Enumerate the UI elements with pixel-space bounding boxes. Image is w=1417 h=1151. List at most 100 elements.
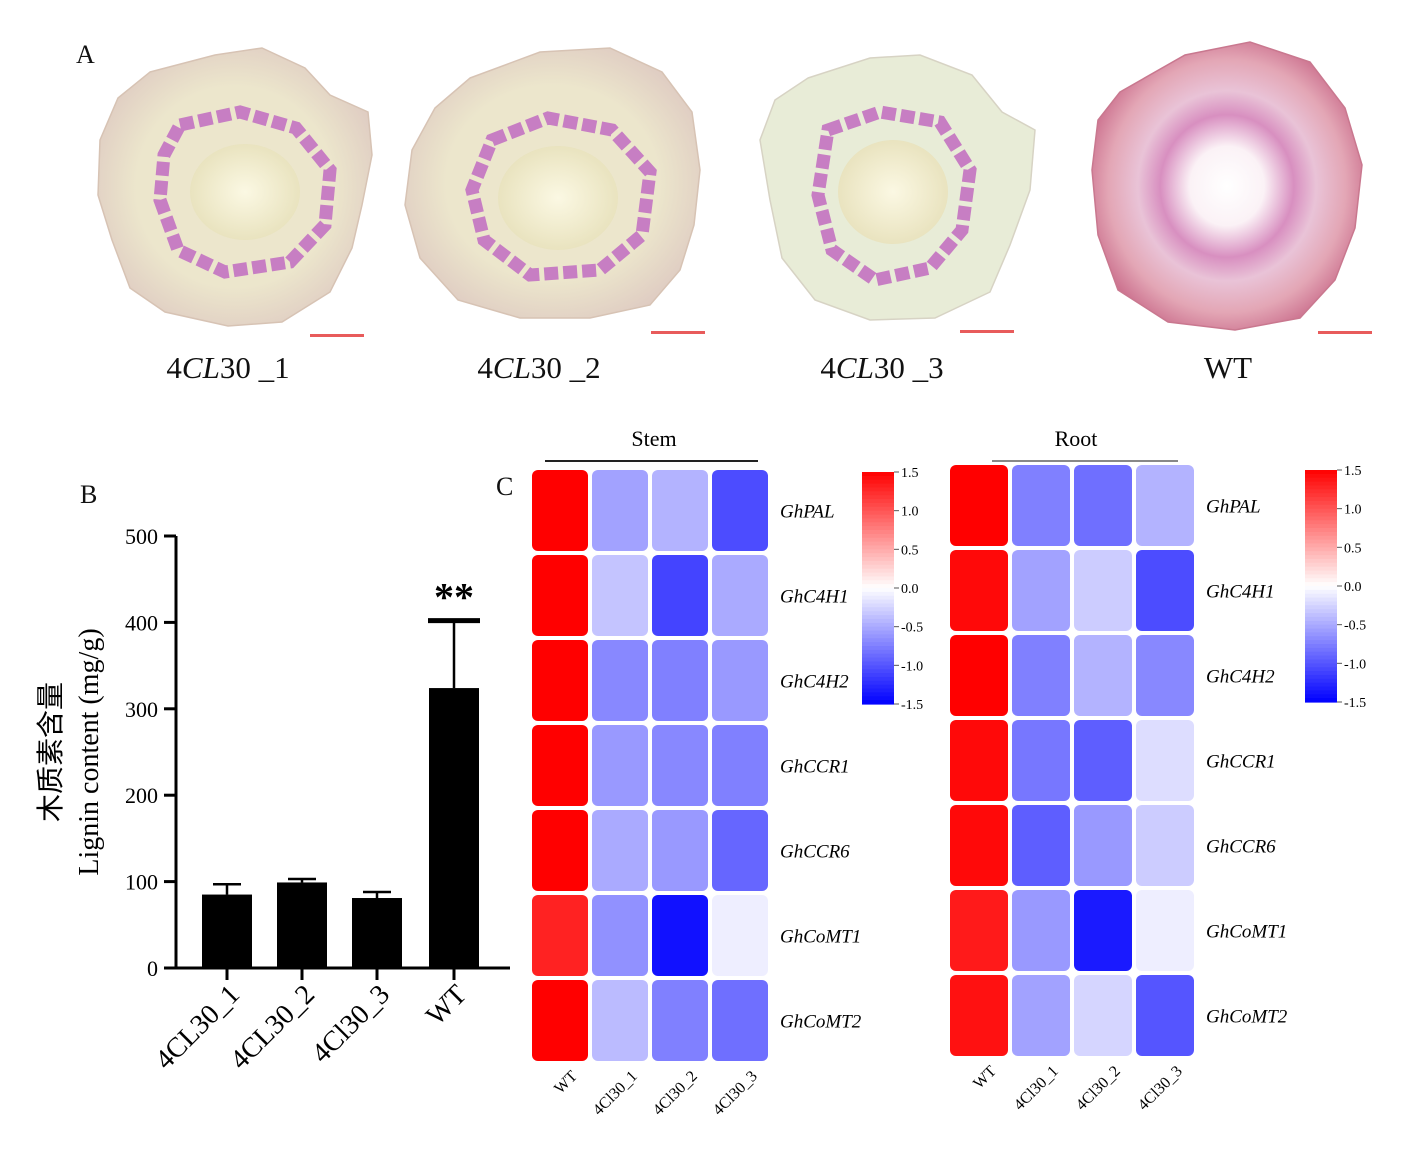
- heat-cell: [1136, 635, 1194, 716]
- scale-segment: [1305, 659, 1337, 664]
- heat-cell: [1136, 465, 1194, 546]
- row-label: GhC4H1: [1206, 582, 1275, 603]
- heat-cell: [652, 470, 708, 551]
- scale-segment: [1305, 470, 1337, 475]
- section-caption-1: 4CL30 _1: [128, 350, 328, 386]
- caption-prefix: 4: [166, 350, 182, 385]
- scale-segment: [1305, 489, 1337, 494]
- section-caption-3: 4CL30 _3: [782, 350, 982, 386]
- bar: [352, 898, 402, 968]
- scale-segment: [1305, 481, 1337, 487]
- scale-segment: [862, 649, 894, 655]
- scale-segment: [1305, 597, 1337, 603]
- scale-segment: [1305, 589, 1337, 595]
- scale-bar-1: [310, 334, 364, 337]
- y-tick-label: 0: [147, 956, 158, 981]
- scale-segment: [862, 506, 894, 512]
- scale-segment: [1305, 539, 1337, 545]
- heat-cell: [652, 725, 708, 806]
- scale-segment: [862, 553, 894, 558]
- heat-cell: [712, 810, 768, 891]
- scale-segment: [862, 680, 894, 686]
- heat-cell: [532, 810, 588, 891]
- heat-cell: [652, 555, 708, 636]
- heat-cell: [1012, 890, 1070, 971]
- heat-cell: [712, 640, 768, 721]
- heat-cell: [532, 895, 588, 976]
- heat-cell: [1074, 465, 1132, 546]
- y-axis-label-cn: 木质素含量: [35, 682, 67, 822]
- heat-cell: [1012, 550, 1070, 631]
- row-label: GhCCR1: [1206, 752, 1276, 773]
- heat-cell: [712, 555, 768, 636]
- heat-cell: [592, 895, 648, 976]
- section-wt: [1091, 41, 1363, 331]
- column-label: 4Cl30_1: [590, 1068, 641, 1119]
- scale-segment: [1305, 543, 1337, 548]
- scale-segment: [862, 518, 894, 523]
- scale-segment: [862, 642, 894, 647]
- scale-segment: [862, 576, 894, 581]
- bar: [429, 688, 479, 968]
- caption-suffix: 30 _1: [219, 350, 290, 385]
- scale-tick-label: 1.0: [1344, 503, 1362, 518]
- caption-prefix: 4: [820, 350, 836, 385]
- scale-segment: [1305, 605, 1337, 610]
- scale-segment: [862, 491, 894, 496]
- scale-segment: [862, 549, 894, 554]
- caption-suffix: 30 _2: [530, 350, 601, 385]
- scale-segment: [1305, 547, 1337, 552]
- heat-cell: [532, 725, 588, 806]
- scale-segment: [862, 657, 894, 663]
- heat-cell: [1074, 805, 1132, 886]
- scale-segment: [862, 560, 894, 566]
- scale-segment: [1305, 566, 1337, 572]
- scale-segment: [1305, 628, 1337, 633]
- column-label: 4Cl30_3: [1135, 1063, 1186, 1114]
- scale-segment: [862, 495, 894, 500]
- heatmap-title: Stem: [631, 426, 676, 451]
- scale-segment: [862, 483, 894, 489]
- scale-segment: [862, 673, 894, 678]
- scale-tick-label: 1.0: [901, 505, 919, 520]
- scale-segment: [1305, 620, 1337, 626]
- heat-cell: [652, 895, 708, 976]
- scale-segment: [1305, 647, 1337, 653]
- column-label: 4Cl30_2: [1073, 1063, 1124, 1114]
- scale-segment: [862, 603, 894, 608]
- heat-cell: [652, 640, 708, 721]
- y-tick-label: 100: [125, 870, 158, 895]
- column-label: 4Cl30_1: [1011, 1063, 1062, 1114]
- scale-bar-wt: [1318, 331, 1372, 334]
- caption-suffix: 30 _3: [873, 350, 944, 385]
- scale-segment: [1305, 578, 1337, 583]
- scale-segment: [862, 564, 894, 570]
- bar: [202, 894, 252, 968]
- scale-segment: [1305, 609, 1337, 614]
- scale-segment: [862, 688, 894, 693]
- scale-segment: [862, 676, 894, 682]
- heat-cell: [1074, 550, 1132, 631]
- scale-segment: [862, 696, 894, 701]
- heat-cell: [1136, 890, 1194, 971]
- scale-segment: [1305, 570, 1337, 575]
- scale-segment: [862, 611, 894, 616]
- scale-segment: [1305, 535, 1337, 541]
- scale-segment: [1305, 655, 1337, 661]
- scale-segment: [862, 499, 894, 504]
- scale-segment: [1305, 671, 1337, 676]
- heat-cell: [1012, 635, 1070, 716]
- x-tick-label: 4CL30_2: [224, 979, 321, 1076]
- scale-segment: [1305, 690, 1337, 695]
- row-label: GhCoMT2: [780, 1012, 862, 1033]
- x-tick-label: 4Cl30_3: [306, 979, 396, 1069]
- y-tick-label: 400: [125, 610, 158, 635]
- scale-segment: [1305, 500, 1337, 506]
- scale-segment: [1305, 667, 1337, 672]
- scale-segment: [862, 599, 894, 605]
- panel-a-label: A: [76, 40, 95, 69]
- scale-segment: [1305, 640, 1337, 645]
- heat-cell: [532, 640, 588, 721]
- row-label: GhPAL: [780, 502, 835, 523]
- heat-cell: [532, 470, 588, 551]
